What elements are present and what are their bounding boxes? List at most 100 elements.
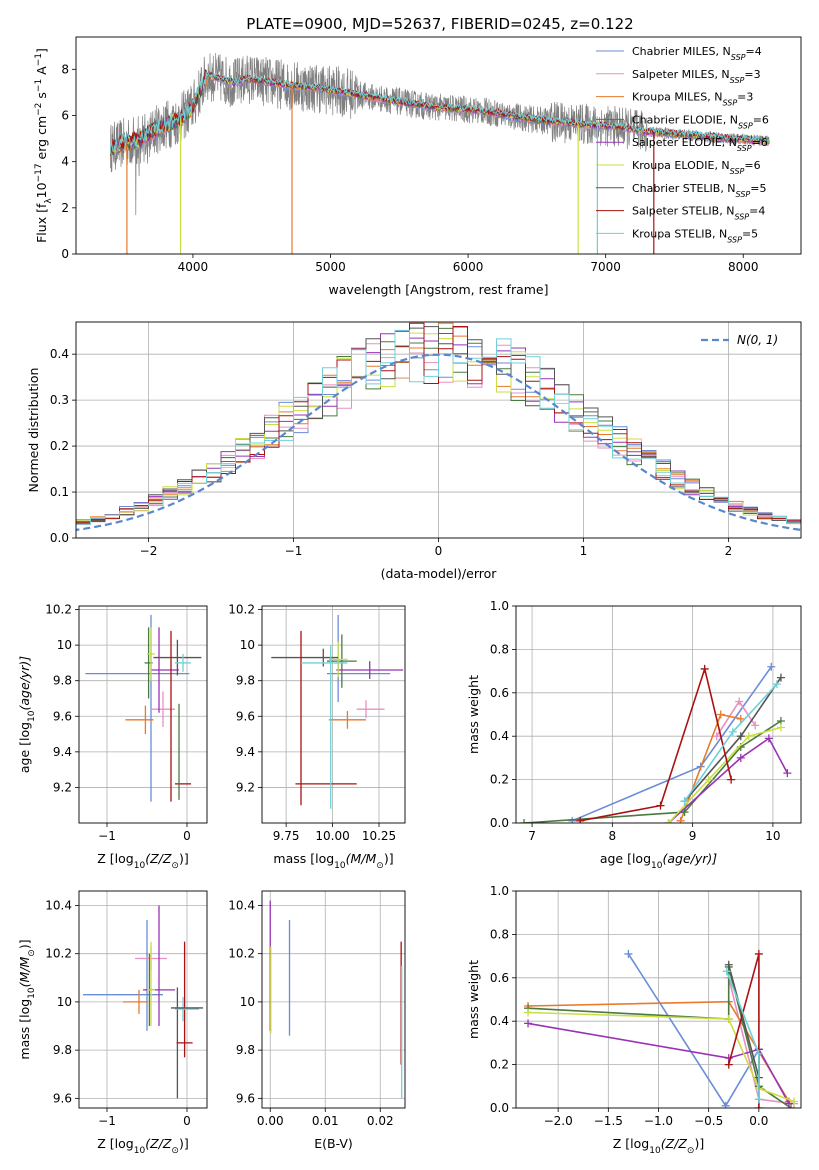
mass-weight-vs-age-point-marker — [576, 816, 585, 823]
mass-weight-vs-age-xlabel: age [log10(age/yr)] — [600, 851, 717, 871]
spectrum-legend-entry: Chabrier ELODIE, NSSP=6 — [632, 113, 769, 129]
mass-vs-ebv-ytick-label: 9.8 — [236, 1043, 255, 1057]
mass-weight-vs-age-xtick-label: 8 — [609, 829, 617, 843]
mass-weight-vs-age-series-line — [667, 737, 789, 823]
mass-vs-ebv-xlabel: E(B-V) — [314, 1136, 353, 1151]
spectrum-xtick-label: 7000 — [590, 260, 621, 274]
mass-weight-vs-z-ylabel: mass weight — [466, 960, 481, 1039]
mass-weight-vs-age-point-marker — [736, 732, 745, 741]
age-vs-z-ylabel: age [log10(age/yr)] — [17, 656, 37, 773]
mass-vs-z-ytick-label: 10 — [57, 995, 72, 1009]
mass-weight-vs-z-xtick-label: −0.5 — [694, 1114, 723, 1128]
mass-weight-vs-age-xtick-label: 7 — [528, 829, 536, 843]
mass-weight-vs-z-point-marker — [789, 1097, 798, 1106]
mass-weight-vs-age-ytick-label: 0.0 — [490, 816, 509, 830]
residuals-ytick-label: 0.1 — [50, 485, 69, 499]
mass-weight-vs-z-point-marker — [784, 1099, 793, 1108]
mass-vs-z-ytick-label: 10.2 — [45, 947, 72, 961]
mass-vs-ebv-xtick-label: 0.01 — [312, 1114, 339, 1128]
spectrum-xtick-label: 4000 — [178, 260, 209, 274]
age-vs-z-ytick-label: 9.4 — [53, 745, 72, 759]
spectrum-legend-entry: Kroupa MILES, NSSP=3 — [632, 91, 753, 108]
mass-vs-z-panel: −1 0 9.6 9.8 10 10.2 10.4 Z [log10(Z/Z⊙)] mass [… — [17, 890, 208, 1156]
spectrum-ylabel: Flux [fλ10−17 erg cm−2 s−1 A−1] — [34, 48, 54, 243]
residuals-frame — [75, 321, 802, 539]
residuals-ylabel: Normed distribution — [26, 368, 41, 493]
mass-weight-vs-age-point-marker — [736, 753, 745, 762]
mass-weight-vs-z-point-marker — [722, 967, 731, 976]
mass-weight-vs-age-ytick-label: 0.2 — [490, 773, 509, 787]
spectrum-xtick-label: 6000 — [453, 260, 484, 274]
spectrum-xtick-label: 5000 — [315, 260, 346, 274]
spectrum-plot-area — [109, 52, 770, 254]
mass-weight-vs-z-point-marker — [754, 1095, 763, 1104]
mass-weight-vs-z-xtick-label: −2.0 — [544, 1114, 573, 1128]
mass-weight-vs-age-point-marker — [680, 797, 689, 806]
spectrum-ytick-label: 0 — [61, 247, 69, 261]
mass-weight-vs-z-series-line — [527, 1011, 795, 1103]
spectrum-ytick-label: 2 — [61, 201, 69, 215]
mass-vs-z-ytick-label: 9.8 — [53, 1043, 72, 1057]
mass-weight-vs-age-point-marker — [735, 697, 744, 706]
figure-title: PLATE=0900, MJD=52637, FIBERID=0245, z=0… — [246, 15, 633, 33]
mass-weight-vs-age-point-marker — [520, 819, 529, 823]
spectrum-frame — [75, 36, 802, 255]
residuals-plot-area — [76, 322, 801, 538]
mass-weight-vs-age-plot-area — [516, 606, 801, 823]
mass-weight-vs-age-frame — [515, 605, 802, 824]
mass-weight-vs-age-ytick-label: 1.0 — [490, 599, 509, 613]
mass-weight-vs-age-point-marker — [764, 734, 773, 743]
spectrum-ytick-label: 6 — [61, 108, 69, 122]
mass-weight-vs-age-point-marker — [656, 801, 665, 810]
spectrum-xlabel: wavelength [Angstrom, rest frame] — [328, 282, 548, 297]
residuals-xtick-label: −1 — [285, 544, 303, 558]
mass-vs-z-frame — [78, 890, 208, 1109]
mass-vs-z-xtick-label: −1 — [98, 1114, 116, 1128]
spectrum-legend-entry: Salpeter ELODIE, NSSP=6 — [632, 136, 768, 153]
mass-weight-vs-z-frame — [515, 890, 802, 1109]
age-vs-mass-xtick-label: 10.25 — [362, 829, 396, 843]
residuals-ytick-label: 0.2 — [50, 439, 69, 453]
mass-weight-vs-age-point-marker — [728, 727, 737, 736]
spectrum-legend-entry: Chabrier STELIB, NSSP=5 — [632, 182, 766, 199]
mass-weight-vs-age-point-marker — [736, 714, 745, 723]
mass-weight-vs-z-ytick-label: 0.6 — [490, 971, 509, 985]
mass-weight-vs-age-point-marker — [744, 732, 753, 741]
mass-weight-vs-z-point-marker — [786, 1104, 795, 1108]
mass-vs-z-xtick-label: 0 — [183, 1114, 191, 1128]
mass-weight-vs-age-ytick-label: 0.8 — [490, 642, 509, 656]
age-vs-mass-plot-area — [262, 606, 405, 823]
age-vs-z-plot-area — [79, 606, 207, 823]
age-vs-z-ytick-label: 10 — [57, 638, 72, 652]
mass-weight-vs-z-point-marker — [524, 1008, 533, 1017]
residuals-ytick-label: 0.0 — [50, 531, 69, 545]
mass-weight-vs-age-point-marker — [700, 664, 709, 673]
mass-weight-vs-age-point-marker — [712, 732, 721, 741]
mass-weight-vs-age-series-line — [667, 726, 782, 823]
age-vs-mass-panel: 9.75 10.00 10.25 9.2 9.4 9.6 9.8 10 10.2 mass [lo… — [228, 603, 406, 871]
spectrum-legend-entry: Kroupa ELODIE, NSSP=6 — [632, 159, 761, 176]
age-vs-mass-ytick-label: 9.8 — [236, 674, 255, 688]
age-vs-mass-frame — [261, 605, 406, 824]
age-vs-z-panel: −1 0 9.2 9.4 9.6 9.8 10 10.2 Z [log10(Z/Z⊙)] age … — [17, 603, 208, 871]
mass-weight-vs-age-series-line — [580, 665, 732, 822]
residuals-panel: −2 −1 0 1 2 0.0 0.1 0.2 0.3 0.4 (data-model)/error… — [26, 321, 802, 581]
residuals-xtick-label: −2 — [140, 544, 158, 558]
age-vs-mass-xlabel: mass [log10(M/M⊙)] — [273, 851, 393, 871]
mass-weight-vs-age-point-marker — [727, 775, 736, 784]
spectrum-legend-entry: Salpeter STELIB, NSSP=4 — [632, 205, 765, 222]
mass-vs-ebv-plot-area — [262, 891, 405, 1108]
mass-weight-vs-z-plot-area — [516, 891, 801, 1108]
mass-weight-vs-age-point-marker — [676, 816, 685, 823]
age-vs-z-xtick-label: −1 — [98, 829, 116, 843]
mass-vs-ebv-ytick-label: 10.2 — [228, 947, 255, 961]
age-vs-mass-ytick-label: 9.2 — [236, 780, 255, 794]
mass-vs-ebv-xtick-label: 0.02 — [367, 1114, 394, 1128]
mass-weight-vs-z-ytick-label: 0.0 — [490, 1101, 509, 1115]
mass-weight-vs-z-ytick-label: 0.2 — [490, 1058, 509, 1072]
mass-weight-vs-z-point-marker — [721, 1101, 730, 1108]
mass-weight-vs-z-ytick-label: 1.0 — [490, 884, 509, 898]
residuals-ytick-label: 0.3 — [50, 393, 69, 407]
age-vs-z-ytick-label: 9.2 — [53, 780, 72, 794]
